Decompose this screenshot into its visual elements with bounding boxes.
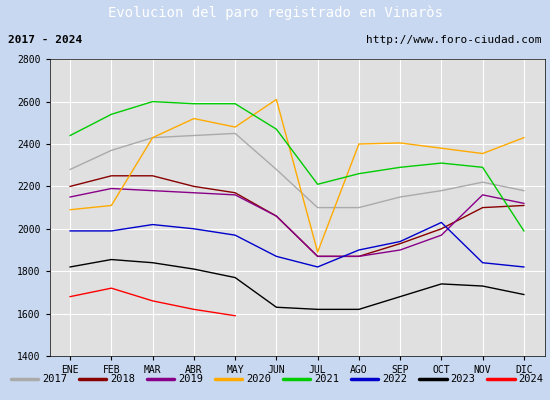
Text: 2022: 2022 [382, 374, 407, 384]
Text: 2019: 2019 [178, 374, 203, 384]
Text: http://www.foro-ciudad.com: http://www.foro-ciudad.com [366, 35, 542, 45]
Text: 2018: 2018 [110, 374, 135, 384]
Text: 2021: 2021 [314, 374, 339, 384]
Text: 2017: 2017 [42, 374, 67, 384]
Text: Evolucion del paro registrado en Vinaròs: Evolucion del paro registrado en Vinaròs [107, 5, 443, 20]
Text: 2023: 2023 [450, 374, 475, 384]
Text: 2020: 2020 [246, 374, 271, 384]
Text: 2024: 2024 [519, 374, 543, 384]
Text: 2017 - 2024: 2017 - 2024 [8, 35, 82, 45]
